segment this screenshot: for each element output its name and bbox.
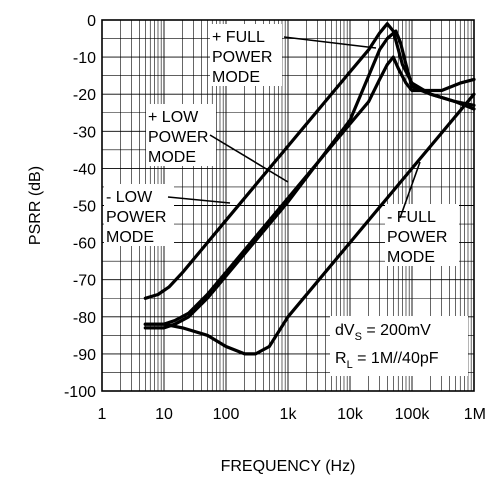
y-tick-label: -60 — [73, 236, 96, 253]
condition-line: dVS = 200mV — [335, 322, 431, 343]
x-axis-label: FREQUENCY (Hz) — [221, 458, 356, 475]
plus-low-power-curve — [143, 55, 476, 326]
x-tick-label: 1k — [280, 406, 298, 423]
label-background — [146, 104, 216, 166]
y-tick-label: -40 — [73, 161, 96, 178]
label-leader — [399, 161, 421, 219]
series-label-line: MODE — [212, 69, 260, 86]
x-tick-label: 1 — [98, 406, 107, 423]
y-tick-label: -100 — [64, 384, 96, 401]
x-tick-label: 100k — [395, 406, 431, 423]
series-labels: - LOW POWER MODE + LOW POWER MODE + FULL POWER M… — [104, 24, 459, 266]
y-axis-label: PSRR (dB) — [27, 166, 44, 245]
series-label-line: MODE — [106, 229, 154, 246]
y-tick-label: -50 — [73, 199, 96, 216]
x-tick-label: 100 — [213, 406, 240, 423]
label-background — [385, 204, 459, 266]
minus-low-power-curve — [143, 22, 476, 300]
series-label-line: + FULL — [212, 29, 265, 46]
label-leader — [167, 196, 231, 204]
y-tick-label: 0 — [87, 13, 96, 30]
x-tick-labels: 1 10 100 1k 10k 100k 1M — [98, 406, 486, 423]
label-background — [210, 24, 282, 86]
label-plus-full-power: + FULL POWER MODE — [210, 24, 377, 86]
series-label-line: POWER — [106, 209, 166, 226]
plus-full-power-curve — [143, 29, 476, 330]
y-tick-label: -70 — [73, 273, 96, 290]
label-minus-low-power: - LOW POWER MODE — [104, 184, 231, 246]
condition-line: RL = 1M//40pF — [335, 350, 439, 371]
series-label-line: - FULL — [387, 209, 436, 226]
label-minus-full-power: - FULL POWER MODE — [385, 161, 459, 266]
series-label-line: - LOW — [106, 189, 153, 206]
series-label-line: + LOW — [148, 109, 199, 126]
y-tick-label: -80 — [73, 310, 96, 327]
series-label-line: POWER — [387, 229, 447, 246]
plot-frame — [101, 19, 475, 392]
series-label-line: POWER — [212, 49, 272, 66]
x-tick-label: 10k — [337, 406, 364, 423]
label-background — [104, 184, 174, 246]
minus-full-power-curve — [143, 92, 476, 356]
y-tick-label: -90 — [73, 347, 96, 364]
conditions-background — [330, 316, 468, 376]
test-conditions: dVS = 200mV RL = 1M//40pF — [330, 316, 468, 376]
label-leader — [209, 134, 289, 183]
x-tick-label: 1M — [464, 406, 486, 423]
y-tick-label: -10 — [73, 50, 96, 67]
curves — [143, 22, 476, 356]
y-tick-labels: 0 -10 -20 -30 -40 -50 -60 -70 -80 -90 -100 — [64, 13, 96, 401]
y-tick-label: -20 — [73, 87, 96, 104]
series-label-line: MODE — [387, 249, 435, 266]
label-leader — [283, 36, 377, 49]
series-label-line: MODE — [148, 149, 196, 166]
x-tick-label: 10 — [155, 406, 173, 423]
y-tick-label: -30 — [73, 124, 96, 141]
label-plus-low-power: + LOW POWER MODE — [146, 104, 289, 183]
series-label-line: POWER — [148, 129, 208, 146]
